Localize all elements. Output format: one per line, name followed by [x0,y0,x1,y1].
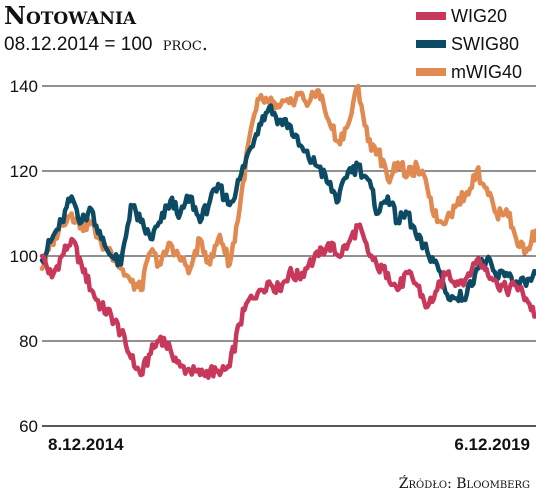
legend: WIG20 SWIG80 mWIG40 [416,6,522,82]
legend-item-mwig40: mWIG40 [416,62,522,82]
y-tick-label-100: 100 [10,247,38,266]
chart-subtitle: 08.12.2014 = 100 proc. [4,33,208,55]
y-tick-label-80: 80 [19,332,38,351]
y-axis-ticks: 60 80 100 120 140 [10,77,38,436]
legend-label-mwig40: mWIG40 [451,62,522,82]
series-line-wig20 [39,222,536,380]
source-note: Źródło: Bloomberg [399,474,530,492]
y-tick-label-120: 120 [10,162,38,181]
legend-label-wig20: WIG20 [451,6,507,26]
x-end-label: 6.12.2019 [454,435,530,454]
series-line-mwig40 [39,83,536,293]
legend-item-wig20: WIG20 [416,6,507,26]
series-lines [39,83,536,380]
chart-title: Notowania [4,1,137,30]
legend-item-swig80: SWIG80 [416,34,519,54]
y-tick-label-140: 140 [10,77,38,96]
legend-label-swig80: SWIG80 [451,34,519,54]
chart-subtitle-baseline: 08.12.2014 = 100 [4,34,152,55]
chart-subtitle-unit: proc. [163,33,208,55]
y-tick-label-60: 60 [19,417,38,436]
x-start-label: 8.12.2014 [48,435,124,454]
series-line-swig80 [39,103,536,304]
